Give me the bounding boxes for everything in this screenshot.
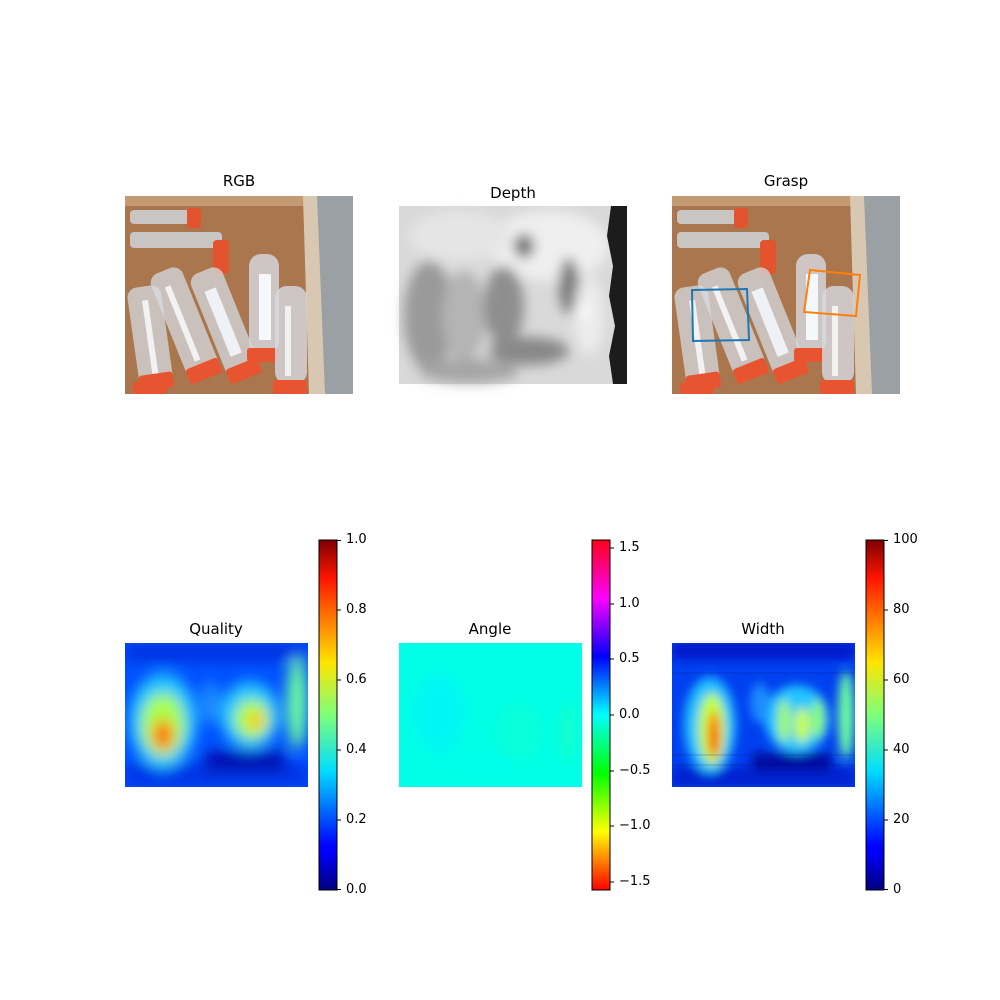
grasp-box-1: [690, 287, 751, 343]
depth-image: [399, 206, 627, 384]
width-tick-label: 60: [893, 672, 910, 687]
quality-tick-label: 0.8: [346, 602, 367, 617]
quality-tick-label: 0.6: [346, 672, 367, 687]
grasp-image: [672, 196, 900, 394]
angle-heatmap: [399, 643, 582, 787]
angle-tick-marks: [610, 547, 614, 883]
width-tick-label: 100: [893, 532, 918, 547]
grasp-box-2: [802, 268, 862, 318]
quality-tick-marks: [337, 540, 341, 890]
width-tick-label: 20: [893, 812, 910, 827]
grasp-title: Grasp: [763, 172, 809, 190]
width-title: Width: [741, 620, 785, 638]
quality-title: Quality: [189, 620, 243, 638]
quality-tick-label: 0.0: [346, 882, 367, 897]
angle-tick-label: 1.5: [619, 540, 640, 555]
angle-tick-label: 0.0: [619, 707, 640, 722]
angle-tick-label: 1.0: [619, 596, 640, 611]
quality-tick-label: 0.4: [346, 742, 367, 757]
angle-title: Angle: [468, 620, 512, 638]
angle-tick-label: 0.5: [619, 651, 640, 666]
angle-colorbar: [591, 539, 611, 891]
angle-tick-label: −1.5: [619, 874, 651, 889]
width-tick-label: 0: [893, 882, 902, 897]
quality-tick-label: 0.2: [346, 812, 367, 827]
rgb-image: [125, 196, 353, 394]
angle-tick-label: −1.0: [619, 818, 651, 833]
quality-heatmap: [125, 643, 308, 787]
angle-tick-label: −0.5: [619, 763, 651, 778]
quality-colorbar: [318, 539, 338, 891]
width-tick-label: 80: [893, 602, 910, 617]
quality-tick-label: 1.0: [346, 532, 367, 547]
rgb-title: RGB: [222, 172, 256, 190]
width-colorbar: [865, 539, 885, 891]
width-heatmap: [672, 643, 855, 787]
width-tick-marks: [884, 540, 888, 890]
depth-title: Depth: [490, 184, 536, 202]
width-tick-label: 40: [893, 742, 910, 757]
